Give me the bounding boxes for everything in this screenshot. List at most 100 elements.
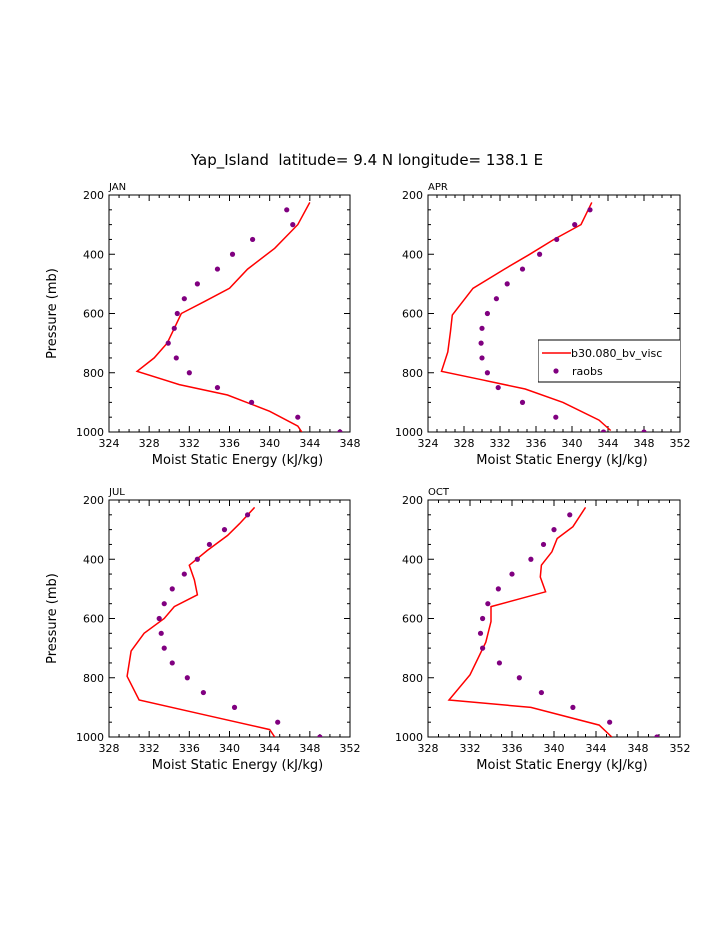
legend-box [538, 339, 680, 383]
data-point-raobs [479, 325, 485, 331]
x-tick-label: 324 [99, 437, 120, 450]
x-tick-label: 344 [299, 437, 320, 450]
data-point-raobs [161, 645, 167, 651]
plot-area [135, 202, 343, 432]
data-point-raobs [572, 222, 578, 228]
x-tick-label: 332 [460, 742, 481, 755]
x-axis-label: Moist Static Energy (kJ/kg) [152, 758, 323, 773]
x-tick-label: 348 [340, 437, 361, 450]
x-axis-label: Moist Static Energy (kJ/kg) [476, 758, 647, 773]
data-point-raobs [200, 689, 206, 696]
y-tick-label: 200 [83, 189, 104, 202]
data-point-raobs [186, 370, 192, 376]
y-tick-label: 600 [83, 613, 104, 626]
data-point-raobs [181, 296, 187, 302]
data-point-raobs [654, 734, 660, 737]
x-tick-label: 344 [598, 437, 619, 450]
data-point-raobs [290, 222, 296, 228]
data-point-raobs [181, 571, 187, 577]
y-axis-label: Pressure (mb) [45, 268, 60, 359]
y-axis-label: Pressure (mb) [45, 573, 60, 664]
x-tick-label: 332 [179, 437, 200, 450]
data-point-raobs [221, 527, 228, 533]
plot-area [440, 202, 647, 432]
y-tick-label: 1000 [76, 731, 104, 744]
x-tick-label: 328 [139, 437, 160, 450]
data-point-raobs [553, 414, 559, 420]
x-tick-label: 344 [586, 742, 607, 755]
data-point-raobs [516, 675, 522, 681]
x-tick-label: 332 [139, 742, 160, 755]
series-line-model [135, 202, 311, 432]
x-tick-label: 328 [418, 742, 439, 755]
data-point-raobs [214, 266, 221, 272]
x-tick-label: 332 [490, 437, 511, 450]
data-point-raobs [480, 615, 486, 622]
data-point-raobs [275, 719, 281, 725]
data-point-raobs [165, 340, 171, 346]
y-tick-label: 1000 [395, 426, 423, 439]
x-tick-label: 328 [454, 437, 475, 450]
data-point-raobs [540, 541, 547, 548]
data-point-raobs [249, 236, 256, 243]
data-point-raobs [194, 281, 200, 287]
x-tick-label: 340 [259, 437, 280, 450]
panel-label: JUL [108, 487, 125, 498]
data-point-raobs [171, 325, 177, 331]
data-point-raobs [231, 704, 238, 710]
data-point-raobs [317, 734, 323, 737]
panel-oct: OCT 328 332 336 340 344 348 352 200 400 600 800 1000… [395, 487, 691, 773]
data-point-raobs [174, 310, 180, 317]
data-point-raobs [509, 571, 515, 577]
x-tick-label: 348 [634, 437, 655, 450]
figure-title: Yap_Island latitude= 9.4 N longitude= 13… [190, 151, 543, 170]
y-tick-label: 400 [402, 553, 423, 566]
data-point-raobs [244, 512, 251, 518]
y-tick-label: 600 [402, 613, 423, 626]
x-tick-label: 328 [99, 742, 120, 755]
data-point-raobs [567, 512, 573, 518]
series-line-model [447, 506, 613, 737]
data-point-raobs [184, 675, 190, 681]
data-point-raobs [158, 630, 164, 636]
x-tick-label: 352 [670, 742, 691, 755]
data-point-raobs [214, 384, 221, 391]
data-point-raobs [587, 207, 593, 213]
y-tick-label: 1000 [76, 426, 104, 439]
y-tick-label: 200 [402, 189, 423, 202]
x-tick-label: 336 [179, 742, 200, 755]
x-tick-label: 324 [418, 437, 439, 450]
x-tick-label: 336 [502, 742, 523, 755]
x-tick-label: 340 [562, 437, 583, 450]
y-tick-label: 600 [83, 308, 104, 321]
data-point-raobs [600, 429, 607, 432]
data-point-raobs [478, 340, 484, 346]
data-point-raobs [337, 429, 343, 432]
data-point-raobs [519, 399, 526, 405]
y-tick-label: 800 [402, 367, 423, 380]
x-axis-label: Moist Static Energy (kJ/kg) [476, 453, 647, 468]
data-point-raobs [504, 281, 510, 287]
data-point-raobs [551, 527, 557, 533]
x-tick-label: 336 [219, 437, 240, 450]
panel-label: APR [428, 182, 448, 193]
panel-jul: JUL 328 332 336 340 344 348 352 200 400 600 800 1000… [45, 487, 361, 773]
y-tick-label: 800 [83, 367, 104, 380]
panel-jan: JAN 324 328 332 336 340 344 348 200 400 600 800 1000… [45, 182, 361, 468]
data-point-raobs [480, 645, 486, 651]
y-tick-label: 800 [83, 672, 104, 685]
y-tick-label: 400 [83, 553, 104, 566]
data-point-raobs [554, 236, 560, 243]
panel-label: JAN [108, 182, 126, 193]
data-point-raobs [607, 719, 613, 725]
data-point-raobs [156, 615, 162, 622]
x-tick-label: 352 [670, 437, 691, 450]
y-tick-label: 600 [402, 308, 423, 321]
plot-area [447, 506, 660, 737]
data-point-raobs [169, 660, 175, 666]
y-tick-label: 400 [402, 248, 423, 261]
series-line-model [440, 202, 612, 432]
data-point-raobs [495, 586, 501, 592]
